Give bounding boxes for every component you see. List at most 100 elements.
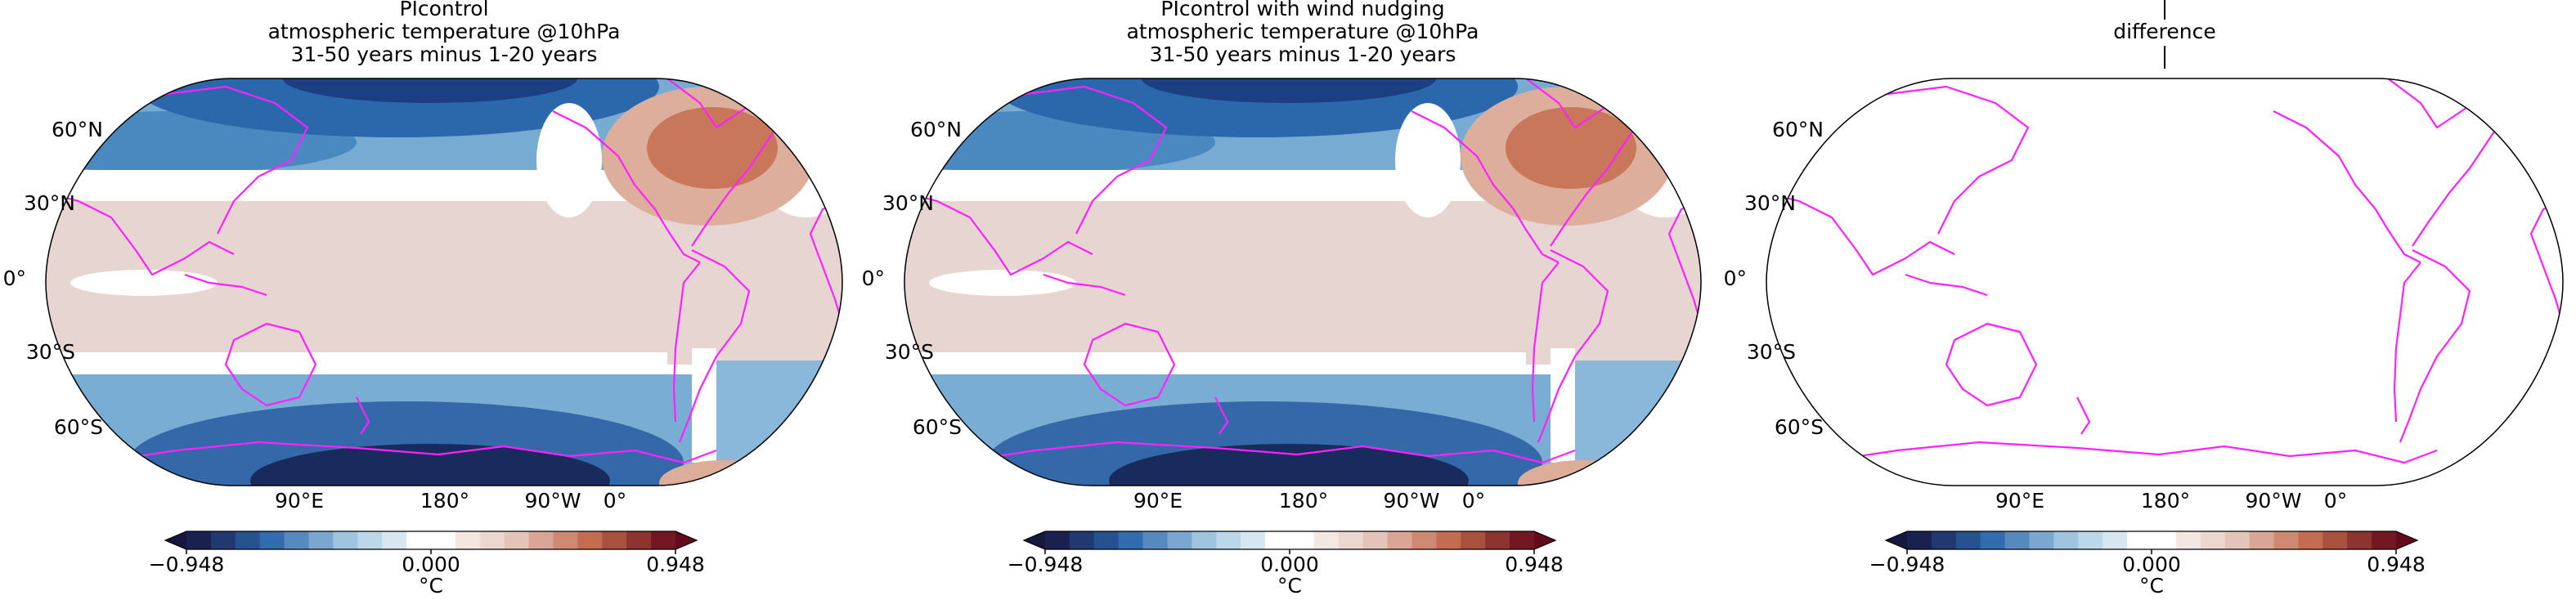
colorbar-segment bbox=[626, 531, 652, 549]
colorbar-segment bbox=[651, 531, 676, 549]
colorbar-tick-label: 0.948 bbox=[1505, 553, 1564, 576]
colorbar-segment bbox=[1290, 531, 1315, 549]
colorbar-segment bbox=[357, 531, 383, 549]
colorbar: −0.948 0.000 0.948 °C bbox=[149, 531, 705, 598]
colorbar-segment bbox=[308, 531, 334, 549]
temperature-field bbox=[46, 78, 842, 486]
colorbar-segment bbox=[2200, 531, 2226, 549]
colorbar-segment bbox=[1411, 531, 1437, 549]
map-outline bbox=[1766, 78, 2564, 486]
colorbar-segment bbox=[1362, 531, 1389, 549]
colorbar-segment bbox=[2224, 531, 2251, 549]
colorbar-segment bbox=[1241, 531, 1266, 549]
lat-label: 60°S bbox=[1775, 415, 1824, 439]
colorbar-segment bbox=[1485, 531, 1510, 549]
colorbar-segment bbox=[333, 531, 358, 549]
map bbox=[45, 78, 843, 486]
lat-label: 0° bbox=[862, 266, 885, 290]
lat-label: 60°S bbox=[913, 415, 962, 439]
map bbox=[1766, 78, 2564, 486]
colorbar-segment bbox=[406, 531, 432, 549]
colorbar-segment bbox=[577, 531, 603, 549]
colorbar-segment bbox=[553, 531, 578, 549]
lon-label: 90°W bbox=[2245, 489, 2301, 513]
colorbar: −0.948 0.000 0.948 °C bbox=[1869, 531, 2426, 598]
lat-label: 30°N bbox=[24, 191, 75, 215]
colorbar-segment bbox=[1118, 531, 1144, 549]
colorbar-extend bbox=[2396, 531, 2417, 549]
colorbar-tick-label: −0.948 bbox=[1869, 553, 1945, 576]
colorbar-segment bbox=[2078, 531, 2103, 549]
colorbar-segment bbox=[210, 531, 236, 549]
colorbar-tick-label: −0.948 bbox=[149, 553, 225, 576]
lon-label: 180° bbox=[2141, 489, 2190, 513]
lat-label: 30°S bbox=[885, 340, 934, 364]
panel-title: difference bbox=[2113, 20, 2216, 43]
colorbar-tick-label: 0.948 bbox=[2367, 553, 2426, 576]
colorbar-segment bbox=[2249, 531, 2274, 549]
colorbar-segment bbox=[186, 531, 212, 549]
lat-label: 30°N bbox=[1744, 191, 1796, 215]
lon-label: 90°E bbox=[1133, 489, 1183, 513]
lon-label: 0° bbox=[1462, 489, 1485, 513]
colorbar-segment bbox=[259, 531, 285, 549]
colorbar-label: °C bbox=[2139, 574, 2164, 598]
coastlines bbox=[1766, 78, 2563, 464]
map-outline bbox=[45, 78, 843, 486]
colorbar-segment bbox=[1955, 531, 1981, 549]
lat-label: 30°S bbox=[1747, 340, 1796, 364]
colorbar-segment bbox=[2152, 531, 2177, 549]
lat-label: 0° bbox=[3, 266, 26, 290]
panel-title: PIcontrol with wind nudging bbox=[1160, 0, 1444, 20]
colorbar-segment bbox=[528, 531, 554, 549]
temperature-field bbox=[904, 78, 1701, 486]
map-outline bbox=[904, 78, 1702, 486]
lat-label: 60°N bbox=[1772, 118, 1824, 141]
panel-title: 31-50 years minus 1-20 years bbox=[291, 43, 598, 66]
lon-label: 0° bbox=[2324, 489, 2347, 513]
colorbar-segment bbox=[2127, 531, 2152, 549]
colorbar-segment bbox=[1142, 531, 1168, 549]
colorbar-segment bbox=[2347, 531, 2372, 549]
colorbar-segment bbox=[382, 531, 407, 549]
colorbar-segment bbox=[1265, 531, 1290, 549]
colorbar-tick-label: 0.948 bbox=[646, 553, 705, 576]
colorbar-segment bbox=[1980, 531, 2006, 549]
lon-label: 90°W bbox=[524, 489, 581, 513]
colorbar-tick-label: −0.948 bbox=[1008, 553, 1084, 576]
colorbar-segment bbox=[1069, 531, 1095, 549]
colorbar-segment bbox=[1436, 531, 1461, 549]
colorbar-segment bbox=[1461, 531, 1486, 549]
lon-label: 180° bbox=[1279, 489, 1328, 513]
colorbar-extend bbox=[165, 531, 186, 549]
colorbar-tick-label: 0.000 bbox=[2122, 553, 2181, 576]
colorbar-segment bbox=[1216, 531, 1241, 549]
colorbar-segment bbox=[235, 531, 261, 549]
colorbar-extend bbox=[1024, 531, 1045, 549]
colorbar-segment bbox=[1093, 531, 1120, 549]
lon-label: 90°W bbox=[1383, 489, 1439, 513]
lat-label: 60°S bbox=[54, 415, 103, 439]
lon-label: 0° bbox=[604, 489, 626, 513]
lat-label: 30°N bbox=[882, 191, 934, 215]
colorbar-segment bbox=[2273, 531, 2299, 549]
colorbar-segment bbox=[455, 531, 481, 549]
map bbox=[904, 78, 1702, 486]
lat-label: 30°S bbox=[26, 340, 75, 364]
colorbar-segment bbox=[1931, 531, 1957, 549]
colorbar-segment bbox=[431, 531, 456, 549]
colorbar-extend bbox=[1886, 531, 1907, 549]
colorbar-segment bbox=[479, 531, 505, 549]
lat-label: 60°N bbox=[910, 118, 962, 141]
colorbar-extend bbox=[675, 531, 697, 549]
colorbar-segment bbox=[1167, 531, 1192, 549]
colorbar-segment bbox=[1313, 531, 1340, 549]
panel-title: atmospheric temperature @10hPa bbox=[1127, 20, 1479, 43]
panel-title: atmospheric temperature @10hPa bbox=[268, 20, 621, 43]
colorbar-segment bbox=[2103, 531, 2128, 549]
lon-label: 180° bbox=[420, 489, 469, 513]
